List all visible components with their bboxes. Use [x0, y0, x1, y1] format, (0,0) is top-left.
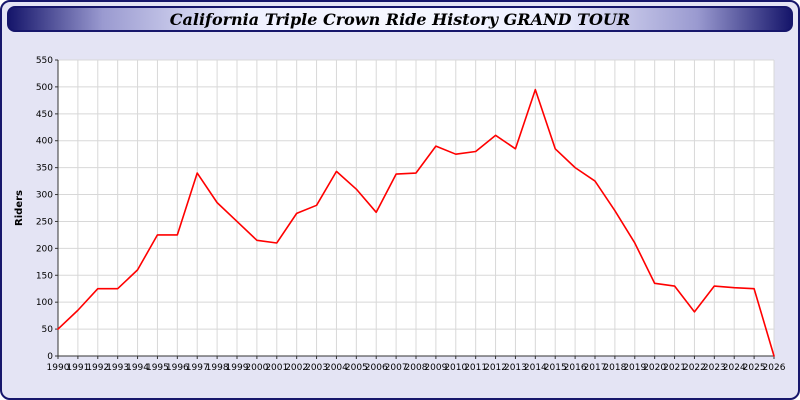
svg-text:2010: 2010 [444, 363, 467, 373]
svg-text:2018: 2018 [603, 363, 626, 373]
svg-text:2008: 2008 [405, 363, 428, 373]
svg-text:250: 250 [36, 217, 53, 227]
svg-text:2009: 2009 [424, 363, 447, 373]
svg-text:2021: 2021 [663, 363, 686, 373]
svg-text:2006: 2006 [365, 363, 388, 373]
chart-area: 0 50 100 150 200 250 300 350 400 450 500 550 1990 199… [10, 46, 790, 390]
riders-series-line [57, 88, 775, 357]
svg-text:1995: 1995 [146, 363, 169, 373]
y-axis-tick-labels: 0 50 100 150 200 250 300 350 400 450 500 550 [36, 56, 58, 362]
y-axis-title: Riders [14, 190, 25, 226]
svg-text:1997: 1997 [186, 363, 209, 373]
svg-text:2001: 2001 [265, 363, 288, 373]
chart-title-bar: California Triple Crown Ride History GRA… [7, 6, 793, 32]
svg-text:2011: 2011 [464, 363, 487, 373]
svg-text:2003: 2003 [305, 363, 328, 373]
svg-text:2004: 2004 [325, 363, 348, 373]
svg-text:2000: 2000 [245, 363, 268, 373]
svg-text:50: 50 [42, 325, 54, 335]
svg-text:2002: 2002 [285, 363, 308, 373]
svg-text:100: 100 [36, 298, 53, 308]
svg-text:1994: 1994 [126, 363, 149, 373]
svg-text:0: 0 [47, 352, 53, 362]
x-axis-tick-labels: 1990199119921993199419951996199719981999… [47, 356, 786, 373]
svg-text:2013: 2013 [504, 363, 527, 373]
svg-text:2026: 2026 [763, 363, 786, 373]
svg-text:150: 150 [36, 271, 53, 281]
svg-text:2014: 2014 [524, 363, 547, 373]
svg-text:550: 550 [36, 56, 53, 66]
svg-text:1999: 1999 [226, 363, 249, 373]
chart-title: California Triple Crown Ride History GRA… [169, 9, 631, 29]
svg-text:2007: 2007 [385, 363, 408, 373]
svg-text:2025: 2025 [743, 363, 766, 373]
svg-text:500: 500 [36, 83, 53, 93]
svg-text:2022: 2022 [683, 363, 706, 373]
svg-text:300: 300 [36, 191, 53, 201]
svg-text:2015: 2015 [544, 363, 567, 373]
svg-text:450: 450 [36, 110, 53, 120]
svg-text:1996: 1996 [166, 363, 189, 373]
svg-text:200: 200 [36, 244, 53, 254]
svg-text:2024: 2024 [723, 363, 746, 373]
gridlines [57, 59, 775, 357]
svg-text:350: 350 [36, 164, 53, 174]
svg-text:2016: 2016 [564, 363, 587, 373]
svg-text:2023: 2023 [703, 363, 726, 373]
svg-text:2019: 2019 [623, 363, 646, 373]
svg-text:2012: 2012 [484, 363, 507, 373]
svg-text:400: 400 [36, 137, 53, 147]
svg-text:1998: 1998 [206, 363, 229, 373]
ride-history-line-chart: 0501001502002503003504004505005501990199… [14, 56, 786, 373]
svg-text:2017: 2017 [584, 363, 607, 373]
svg-text:1990: 1990 [47, 363, 70, 373]
svg-text:1992: 1992 [86, 363, 109, 373]
svg-text:1993: 1993 [106, 363, 129, 373]
svg-text:2020: 2020 [643, 363, 666, 373]
svg-text:1991: 1991 [66, 363, 89, 373]
svg-text:2005: 2005 [345, 363, 368, 373]
